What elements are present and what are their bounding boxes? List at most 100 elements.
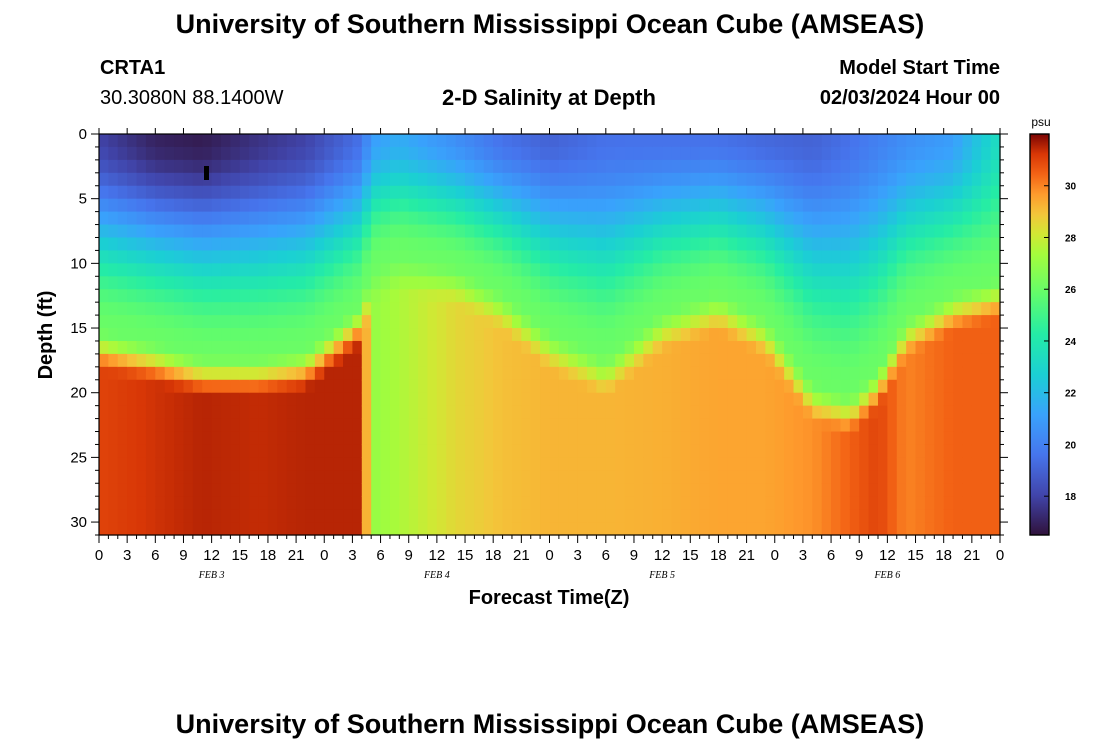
heatmap-cell — [324, 340, 335, 355]
heatmap-cell — [596, 146, 607, 161]
heatmap-cell — [690, 263, 701, 277]
heatmap-cell — [605, 146, 616, 161]
heatmap-cell — [249, 379, 260, 394]
heatmap-cell — [511, 159, 522, 174]
heatmap-cell — [408, 302, 419, 316]
heatmap-cell — [258, 211, 269, 226]
heatmap-cell — [202, 483, 213, 497]
heatmap-cell — [971, 431, 982, 446]
heatmap-cell — [314, 496, 325, 510]
heatmap-cell — [906, 522, 917, 536]
heatmap-cell — [436, 392, 447, 407]
heatmap-cell — [577, 302, 588, 316]
heatmap-cell — [211, 302, 222, 316]
heatmap-cell — [474, 444, 485, 458]
heatmap-cell — [887, 211, 898, 226]
heatmap-cell — [558, 250, 569, 264]
heatmap-cell — [633, 405, 644, 420]
heatmap-cell — [314, 250, 325, 264]
heatmap-cell — [108, 146, 119, 161]
heatmap-cell — [530, 470, 541, 484]
heatmap-cell — [540, 353, 551, 368]
heatmap-cell — [615, 315, 626, 329]
heatmap-cell — [802, 302, 813, 316]
heatmap-cell — [896, 444, 907, 458]
heatmap-cell — [343, 392, 354, 407]
heatmap-cell — [727, 315, 738, 329]
heatmap-cell — [849, 509, 860, 523]
heatmap-cell — [474, 134, 485, 148]
heatmap-cell — [868, 340, 879, 355]
heatmap-cell — [136, 340, 147, 355]
heatmap-cell — [221, 379, 231, 394]
heatmap-cell — [127, 315, 138, 329]
heatmap-cell — [286, 250, 297, 264]
heatmap-cell — [305, 340, 316, 355]
heatmap-cell — [521, 405, 532, 420]
heatmap-cell — [389, 392, 400, 407]
x-tick-label: 15 — [907, 547, 924, 564]
heatmap-cell — [727, 379, 738, 394]
heatmap-cell — [333, 431, 344, 446]
colorbar-tick-label: 30 — [1065, 182, 1077, 193]
heatmap-cell — [521, 457, 532, 471]
heatmap-cell — [211, 418, 222, 433]
heatmap-cell — [568, 302, 579, 316]
heatmap-cell — [821, 198, 832, 213]
heatmap-cell — [877, 496, 888, 510]
heatmap-cell — [633, 198, 644, 213]
heatmap-cell — [361, 146, 372, 161]
heatmap-cell — [924, 522, 935, 536]
heatmap-cell — [493, 302, 504, 316]
heatmap-cell — [981, 418, 992, 433]
heatmap-cell — [314, 211, 325, 226]
heatmap-cell — [521, 289, 532, 303]
heatmap-cell — [934, 289, 945, 303]
heatmap-cell — [155, 483, 166, 497]
heatmap-cell — [596, 405, 607, 420]
heatmap-cell — [709, 224, 720, 239]
heatmap-cell — [953, 237, 964, 252]
heatmap-cell — [577, 224, 588, 239]
heatmap-cell — [887, 276, 898, 290]
heatmap-cell — [934, 250, 945, 264]
heatmap-cell — [249, 483, 260, 497]
heatmap-cell — [765, 328, 776, 342]
heatmap-cell — [239, 211, 250, 226]
heatmap-cell — [530, 509, 541, 523]
heatmap-cell — [765, 224, 776, 239]
heatmap-cell — [99, 470, 109, 484]
heatmap-cell — [99, 340, 109, 355]
x-tick-label: 0 — [320, 547, 328, 564]
heatmap-cell — [192, 366, 203, 381]
heatmap-cell — [934, 340, 945, 355]
heatmap-cell — [474, 185, 485, 200]
heatmap-cell — [249, 185, 260, 200]
heatmap-cell — [558, 211, 569, 226]
heatmap-cell — [502, 405, 513, 420]
heatmap-cell — [117, 289, 128, 303]
heatmap-cell — [418, 353, 429, 368]
heatmap-cell — [643, 224, 654, 239]
heatmap-cell — [587, 276, 598, 290]
heatmap-cell — [343, 444, 354, 458]
heatmap-cell — [615, 224, 626, 239]
heatmap-cell — [915, 172, 926, 187]
heatmap-cell — [587, 159, 598, 174]
heatmap-cell — [174, 263, 185, 277]
heatmap-cell — [643, 509, 654, 523]
heatmap-cell — [314, 418, 325, 433]
heatmap-cell — [774, 340, 785, 355]
heatmap-cell — [324, 483, 335, 497]
heatmap-cell — [333, 211, 344, 226]
heatmap-cell — [361, 134, 372, 148]
heatmap-cell — [906, 276, 917, 290]
heatmap-cell — [305, 444, 316, 458]
heatmap-cell — [324, 302, 335, 316]
heatmap-cell — [568, 405, 579, 420]
heatmap-cell — [511, 379, 522, 394]
heatmap-cell — [709, 159, 720, 174]
heatmap-cell — [436, 483, 447, 497]
heatmap-cell — [155, 172, 166, 187]
